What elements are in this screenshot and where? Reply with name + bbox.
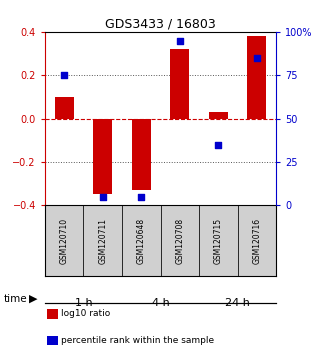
Text: ▶: ▶	[29, 294, 37, 304]
Text: GSM120716: GSM120716	[252, 218, 261, 264]
Bar	[132, 119, 151, 190]
Point	[254, 55, 259, 61]
Point	[100, 194, 105, 200]
Text: time: time	[3, 294, 27, 304]
Bar	[83, 205, 122, 276]
Text: percentile rank within the sample: percentile rank within the sample	[61, 336, 214, 345]
Text: log10 ratio: log10 ratio	[61, 309, 110, 319]
Text: 24 h: 24 h	[225, 298, 250, 308]
Bar	[122, 205, 160, 276]
Point	[177, 38, 182, 44]
Bar	[93, 119, 112, 194]
Text: 4 h: 4 h	[152, 298, 169, 308]
Text: GSM120711: GSM120711	[98, 218, 107, 264]
Bar	[160, 205, 199, 276]
Bar	[55, 97, 74, 119]
Point	[216, 142, 221, 147]
Title: GDS3433 / 16803: GDS3433 / 16803	[105, 18, 216, 31]
Bar	[238, 205, 276, 276]
Bar	[47, 336, 58, 345]
Bar	[247, 36, 266, 119]
Point	[139, 194, 144, 200]
Bar	[45, 205, 83, 276]
Text: GSM120710: GSM120710	[60, 218, 69, 264]
Point	[62, 73, 67, 78]
Text: 1 h: 1 h	[75, 298, 92, 308]
Bar	[199, 205, 238, 276]
Bar	[47, 309, 58, 319]
Bar	[209, 112, 228, 119]
Text: GSM120715: GSM120715	[214, 218, 223, 264]
Bar	[170, 49, 189, 119]
Text: GSM120708: GSM120708	[175, 218, 184, 264]
Text: GSM120648: GSM120648	[137, 218, 146, 264]
